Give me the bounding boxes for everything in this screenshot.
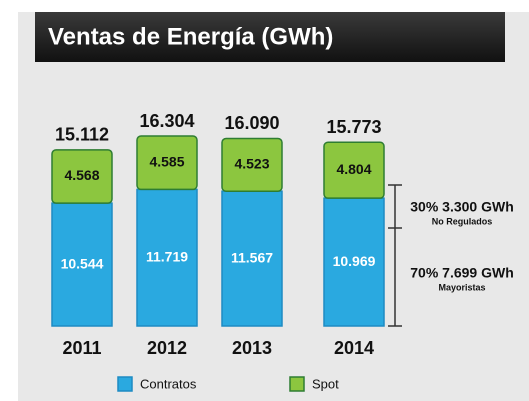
chart-title: Ventas de Energía (GWh) [48, 23, 333, 50]
bar-segment [51, 149, 113, 204]
value-label: 4.568 [64, 167, 99, 183]
bar-segment [323, 141, 385, 199]
x-tick-label: 2011 [62, 338, 101, 358]
value-label: 11.567 [231, 249, 273, 265]
x-tick-label: 2014 [334, 338, 374, 358]
annotation: 30% 3.300 GWh [410, 199, 514, 215]
total-label: 16.090 [224, 113, 279, 133]
bar-segment [221, 190, 283, 327]
total-label: 15.112 [55, 125, 109, 145]
total-label: 15.773 [326, 117, 381, 137]
annotation: No Regulados [432, 216, 493, 226]
bar-segment [136, 188, 198, 327]
legend-label: Spot [312, 376, 339, 391]
bar-segment [136, 135, 198, 191]
legend-swatch [117, 376, 133, 392]
bracket [388, 184, 402, 327]
x-tick-label: 2012 [147, 338, 187, 358]
value-label: 4.585 [149, 153, 184, 169]
annotation: 70% 7.699 GWh [410, 265, 514, 281]
value-label: 11.719 [146, 248, 188, 264]
value-label: 4.804 [336, 161, 371, 177]
value-label: 4.523 [234, 156, 269, 172]
title-banner [35, 12, 505, 62]
legend-label: Contratos [140, 376, 197, 391]
bar-segment [323, 197, 385, 327]
value-label: 10.969 [333, 253, 376, 269]
value-label: 10.544 [61, 255, 104, 271]
bar-segment [221, 137, 283, 192]
total-label: 16.304 [139, 111, 194, 131]
annotation: Mayoristas [438, 282, 485, 292]
x-tick-label: 2013 [232, 338, 272, 358]
legend-swatch [289, 376, 305, 392]
